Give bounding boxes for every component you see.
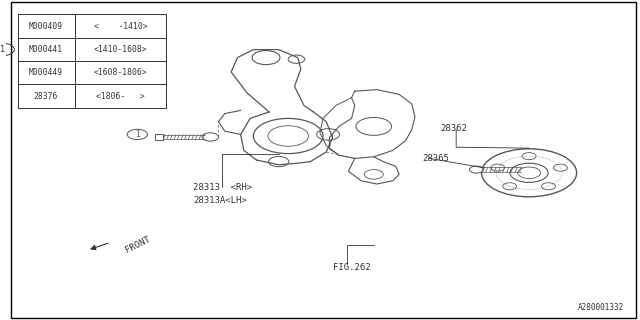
Text: M000409: M000409 [29,21,63,31]
Text: 28365: 28365 [422,154,449,163]
Text: <1806-   >: <1806- > [96,92,145,101]
Text: FRONT: FRONT [124,235,152,255]
Text: 28313  <RH>: 28313 <RH> [193,183,252,192]
Text: 28362: 28362 [440,124,467,132]
Text: A280001332: A280001332 [578,303,624,312]
Text: <1608-1806>: <1608-1806> [93,68,147,77]
Text: <    -1410>: < -1410> [93,21,147,31]
Text: M000449: M000449 [29,68,63,77]
Text: 1: 1 [135,130,140,139]
Circle shape [202,133,218,141]
Circle shape [470,166,483,173]
Text: FIG.262: FIG.262 [333,263,370,272]
Text: 1: 1 [0,45,4,54]
Text: M000441: M000441 [29,45,63,54]
Bar [17,14,166,108]
Text: 28376: 28376 [34,92,58,101]
Bar [155,134,163,140]
Text: 28313A<LH>: 28313A<LH> [193,196,247,204]
Text: <1410-1608>: <1410-1608> [93,45,147,54]
